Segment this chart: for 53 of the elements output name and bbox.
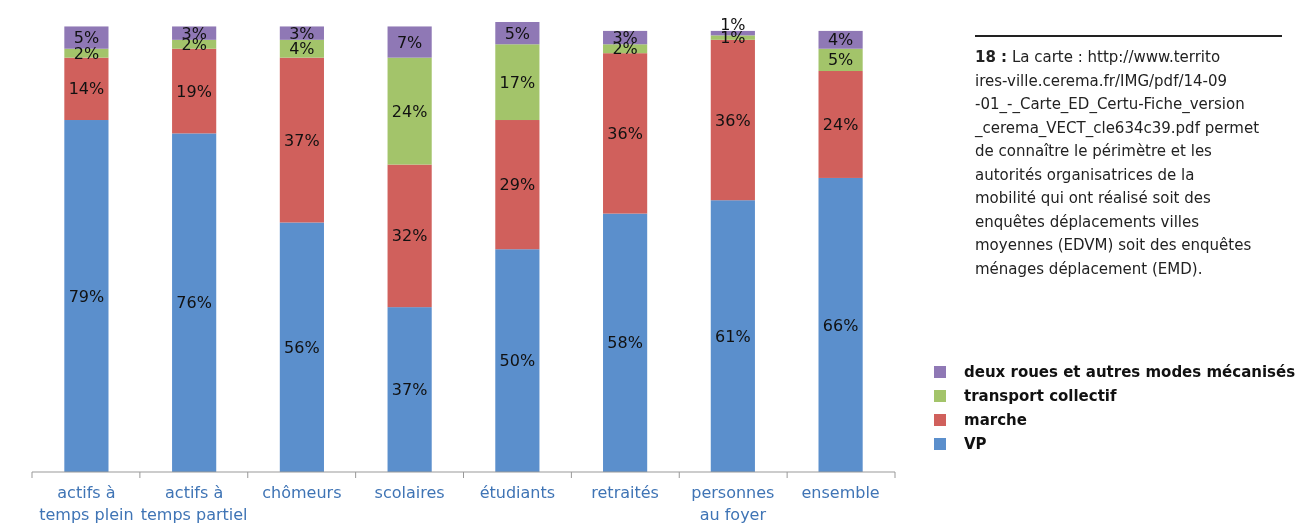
x-tick-label: ensemble bbox=[801, 483, 880, 502]
bar bbox=[387, 164, 432, 308]
bar bbox=[818, 71, 863, 178]
data-label: 29% bbox=[499, 175, 536, 195]
bar bbox=[495, 249, 540, 472]
legend-label: deux roues et autres modes mécanisés bbox=[964, 363, 1296, 382]
data-label: 7% bbox=[396, 32, 423, 52]
data-label: 56% bbox=[284, 337, 320, 357]
bar bbox=[172, 48, 217, 134]
bar bbox=[603, 213, 648, 472]
bar bbox=[387, 57, 432, 165]
data-label: 5% bbox=[504, 23, 531, 43]
data-label: 36% bbox=[607, 123, 643, 143]
legend-label: marche bbox=[964, 411, 1027, 430]
data-label: 24% bbox=[822, 115, 859, 135]
x-tick-label: chômeurs bbox=[262, 483, 342, 502]
x-tick-label: étudiants bbox=[479, 483, 556, 502]
data-label: 24% bbox=[391, 101, 428, 121]
data-label: 50% bbox=[499, 351, 536, 371]
bar bbox=[818, 177, 863, 472]
data-label: 58% bbox=[607, 333, 643, 353]
bar bbox=[710, 200, 755, 472]
bar bbox=[279, 57, 324, 223]
data-label: 61% bbox=[715, 326, 751, 346]
x-tick-label: personnes au foyer bbox=[691, 483, 775, 524]
data-label: 66% bbox=[822, 315, 859, 335]
data-label: 36% bbox=[715, 110, 751, 130]
legend-label: transport collectif bbox=[964, 387, 1117, 406]
bar bbox=[495, 44, 540, 121]
data-label: 4% bbox=[827, 30, 854, 50]
bar bbox=[64, 120, 109, 472]
data-label: 76% bbox=[176, 293, 212, 313]
legend-label: VP bbox=[964, 435, 987, 454]
data-label: 19% bbox=[176, 81, 212, 101]
bar bbox=[387, 26, 432, 58]
bar bbox=[603, 53, 648, 214]
bar bbox=[172, 133, 217, 472]
x-tick-label: retraités bbox=[591, 483, 659, 502]
data-label: 32% bbox=[391, 226, 428, 246]
x-tick-label: actifs à temps plein bbox=[39, 483, 134, 524]
data-label: 14% bbox=[68, 79, 105, 99]
data-label: 37% bbox=[284, 130, 320, 150]
data-label: 37% bbox=[391, 380, 428, 400]
x-tick-label: actifs à temps partiel bbox=[140, 483, 248, 524]
text: 18 : La carte : http://www.territoires-ville.cerema.fr/IMG/pdf/14-09-01_-_Carte_ED_Certu-Fiche_version_cerema_VECT_cle634c39.pdf permet de connaître le périmètre et les autorités organisatrices de la mobilité qui ont réalisé soit des enquêtes déplacements villes moyennes (EDVM) soit des enquêtes ménages déplacement (EMD). bbox=[975, 48, 1260, 278]
bar bbox=[495, 120, 540, 250]
data-label: 17% bbox=[499, 72, 536, 92]
bar bbox=[64, 57, 109, 121]
x-tick-label: scolaires bbox=[374, 483, 445, 502]
data-label: 79% bbox=[68, 286, 105, 306]
bar bbox=[279, 222, 324, 472]
data-label: 5% bbox=[827, 50, 854, 70]
bar bbox=[387, 307, 432, 472]
